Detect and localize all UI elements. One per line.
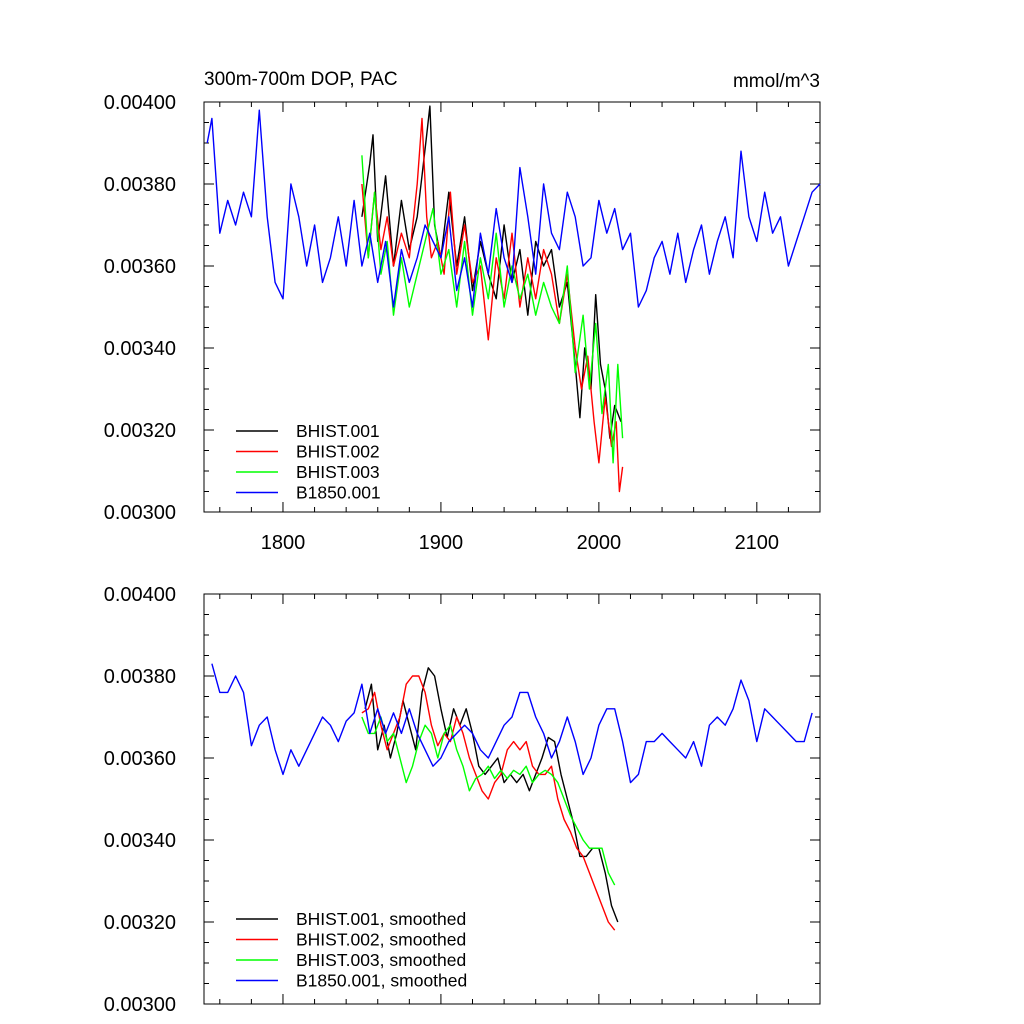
bottom-ytick-label: 0.00300 (104, 994, 176, 1016)
top-panel: 0.00300 0.00320 0.00340 0.00360 0.00380 0.004… (104, 92, 821, 554)
top-xtick-label: 1900 (419, 532, 464, 554)
plot-units: mmol/m^3 (733, 71, 820, 92)
top-xtick-label: 2000 (577, 532, 622, 554)
bottom-legend-label: BHIST.003, smoothed (296, 950, 466, 970)
bottom-ytick-label: 0.00380 (104, 666, 176, 688)
bottom-ytick-label: 0.00320 (104, 912, 176, 934)
top-legend-label: BHIST.003 (296, 462, 380, 482)
bottom-legend-label: B1850.001, smoothed (296, 971, 467, 991)
top-ytick-label: 0.00360 (104, 256, 176, 278)
bottom-ytick-label: 0.00340 (104, 830, 176, 852)
bottom-series-line-3 (361, 716, 616, 886)
bottom-legend-label: BHIST.001, smoothed (296, 909, 466, 929)
top-xtick-label: 1800 (261, 532, 306, 554)
bottom-legend-label: BHIST.002, smoothed (296, 930, 466, 950)
bottom-series-line-1 (364, 667, 619, 923)
top-legend-label: B1850.001 (296, 483, 381, 503)
top-series-line-2 (361, 117, 624, 493)
bottom-panel: 0.00300 0.00320 0.00340 0.00360 0.00380 0.004… (104, 584, 821, 1016)
top-series-line-3 (361, 155, 624, 464)
top-ytick-label: 0.00340 (104, 338, 176, 360)
top-legend-label: BHIST.001 (296, 421, 380, 441)
bottom-ytick-label: 0.00400 (104, 584, 176, 606)
top-ytick-label: 0.00300 (104, 502, 176, 524)
top-ytick-label: 0.00380 (104, 174, 176, 196)
plot-title: 300m-700m DOP, PAC (204, 69, 398, 90)
bottom-ytick-label: 0.00360 (104, 748, 176, 770)
top-series-line-4 (206, 109, 821, 308)
bottom-series-line-2 (361, 675, 616, 931)
bottom-series-line-4 (211, 663, 813, 784)
top-ytick-label: 0.00320 (104, 420, 176, 442)
top-ytick-label: 0.00400 (104, 92, 176, 114)
top-legend-label: BHIST.002 (296, 442, 380, 462)
top-xtick-label: 2100 (735, 532, 780, 554)
